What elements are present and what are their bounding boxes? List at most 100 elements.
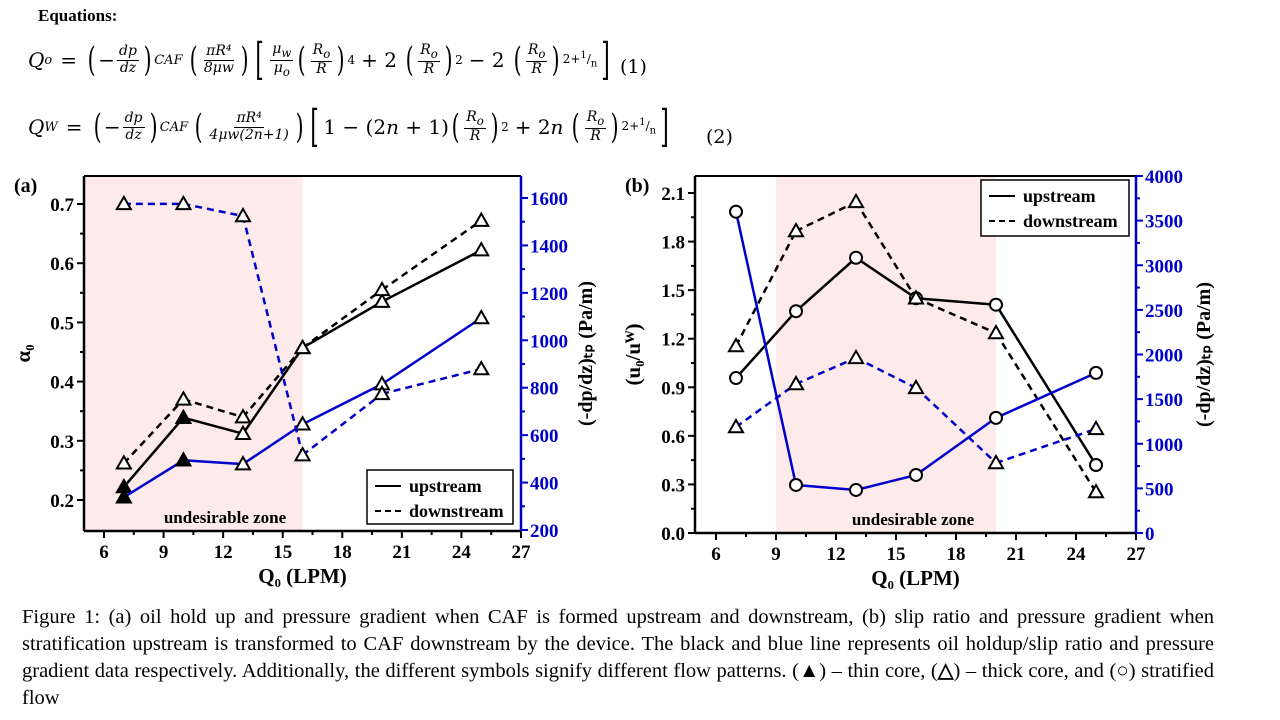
y-tick-label: 1.8 xyxy=(661,233,685,254)
eq2-dp: dp xyxy=(122,110,145,128)
eq1-dp: dp xyxy=(117,43,139,61)
eq1-lhs-sub: o xyxy=(44,52,53,68)
series-segment xyxy=(795,356,857,386)
x-tick-label: 12 xyxy=(827,544,846,565)
data-point-triangle-open xyxy=(1087,483,1105,499)
y2-tick-label: 1500 xyxy=(1145,390,1183,411)
data-point-circle xyxy=(849,482,863,497)
data-point-triangle-open xyxy=(847,192,865,209)
x-tick-label: 6 xyxy=(711,544,721,565)
series-segment xyxy=(994,332,1098,493)
data-point-triangle-open xyxy=(472,241,491,257)
data-point-triangle-open xyxy=(373,280,391,297)
data-point-circle xyxy=(729,371,743,386)
y2-tick-label: 500 xyxy=(1145,479,1174,500)
series-segment xyxy=(381,249,482,303)
legend: upstream downstream xyxy=(366,469,514,525)
data-point-circle xyxy=(1089,365,1103,380)
series-segment xyxy=(735,382,797,428)
series-segment xyxy=(122,416,185,488)
y-axis-label: α₀ xyxy=(11,344,35,362)
data-point-triangle-open xyxy=(234,207,252,223)
y-tick-label: 0.4 xyxy=(50,373,74,394)
y-tick-label: 0.6 xyxy=(50,254,74,275)
y2-tick-label: 400 xyxy=(530,474,559,495)
figure-charts: undesirable zone 6 9 12 15 18 21 24 27 Q₀ (LPM) 0.… xyxy=(11,167,1215,590)
x-axis-label: Q₀ (LPM) xyxy=(258,564,347,588)
data-point-triangle-open xyxy=(472,359,491,376)
series-segment xyxy=(183,416,244,435)
undesirable-zone-shading xyxy=(84,176,303,531)
series-downstream-pressure-gradient xyxy=(115,194,491,462)
data-point-triangle-filled xyxy=(115,488,133,504)
x-tick-label: 15 xyxy=(887,544,906,565)
eq1-pir4: πR⁴ xyxy=(204,43,234,61)
series-segment xyxy=(301,300,383,349)
series-segment xyxy=(183,398,244,419)
series-segment xyxy=(995,427,1097,465)
y-tick-label: 1.5 xyxy=(661,281,685,302)
series-segment xyxy=(795,256,857,313)
series-segment xyxy=(301,288,383,349)
panel-label: (a) xyxy=(14,175,37,197)
series-segment xyxy=(994,304,1098,466)
undesirable-zone-label: undesirable zone xyxy=(164,508,287,527)
data-point-triangle-open xyxy=(174,390,193,406)
data-point-triangle-open xyxy=(907,289,925,305)
y2-tick-label: 200 xyxy=(530,521,559,542)
chart-panel-a: undesirable zone 6 9 12 15 18 21 24 27 Q₀ (LPM) 0.… xyxy=(11,175,597,588)
series-segment xyxy=(241,347,304,435)
series-segment xyxy=(123,459,185,499)
legend-box xyxy=(980,179,1130,237)
y-tick-label: 2.1 xyxy=(661,184,685,205)
undesirable-zone-label: undesirable zone xyxy=(852,510,975,529)
data-point-circle xyxy=(789,477,803,492)
series-segment xyxy=(995,371,1097,420)
legend-box xyxy=(366,469,514,525)
x-tick-label: 24 xyxy=(452,542,472,563)
x-tick-label: 21 xyxy=(392,542,411,563)
data-point-triangle-open xyxy=(115,454,133,470)
data-point-triangle-open xyxy=(1087,419,1105,436)
data-point-triangle-filled xyxy=(174,408,193,424)
eq2-caf: CAF xyxy=(159,119,189,135)
data-point-triangle-open xyxy=(373,384,391,401)
data-point-triangle-open xyxy=(727,336,745,353)
legend-label-upstream: upstream xyxy=(1023,186,1096,206)
data-point-triangle-open xyxy=(293,415,312,431)
y-tick-label: 0.5 xyxy=(50,313,74,334)
series-segment xyxy=(381,367,482,396)
data-point-triangle-open xyxy=(293,446,312,462)
y2-tick-label: 1600 xyxy=(530,189,568,210)
data-point-triangle-open xyxy=(787,222,805,238)
figure-caption: Figure 1: (a) oil hold up and pressure g… xyxy=(22,604,1214,712)
data-point-triangle-open xyxy=(472,211,491,227)
data-point-triangle-open xyxy=(727,417,745,434)
y2-tick-label: 800 xyxy=(530,379,559,400)
x-tick-label: 24 xyxy=(1067,544,1087,565)
x-tick-label: 12 xyxy=(214,542,233,563)
eq2-dz: dz xyxy=(125,126,142,143)
x-tick-label: 27 xyxy=(512,542,532,563)
panel-label: (b) xyxy=(625,175,649,197)
series-segment xyxy=(734,230,798,347)
y2-tick-label: 1000 xyxy=(1145,435,1183,456)
legend-label-downstream: downstream xyxy=(1023,211,1118,231)
y-tick-label: 0.0 xyxy=(661,524,685,545)
data-point-circle xyxy=(989,410,1003,425)
y-tick-label: 0.7 xyxy=(50,195,74,216)
x-tick-label: 9 xyxy=(771,544,781,565)
data-point-circle xyxy=(909,467,923,482)
eq1-dz: dz xyxy=(119,59,137,76)
data-point-circle xyxy=(789,304,803,319)
series-segment xyxy=(381,316,482,386)
data-point-triangle-open xyxy=(234,455,252,471)
legend-label-downstream: downstream xyxy=(409,501,504,521)
data-point-triangle-open xyxy=(787,374,805,391)
y-tick-label: 1.2 xyxy=(661,330,685,351)
x-tick-label: 21 xyxy=(1007,544,1026,565)
equation-1-number: (1) xyxy=(620,56,647,78)
stratified-symbol: ○ xyxy=(1116,660,1129,682)
x-tick-label: 18 xyxy=(333,542,352,563)
